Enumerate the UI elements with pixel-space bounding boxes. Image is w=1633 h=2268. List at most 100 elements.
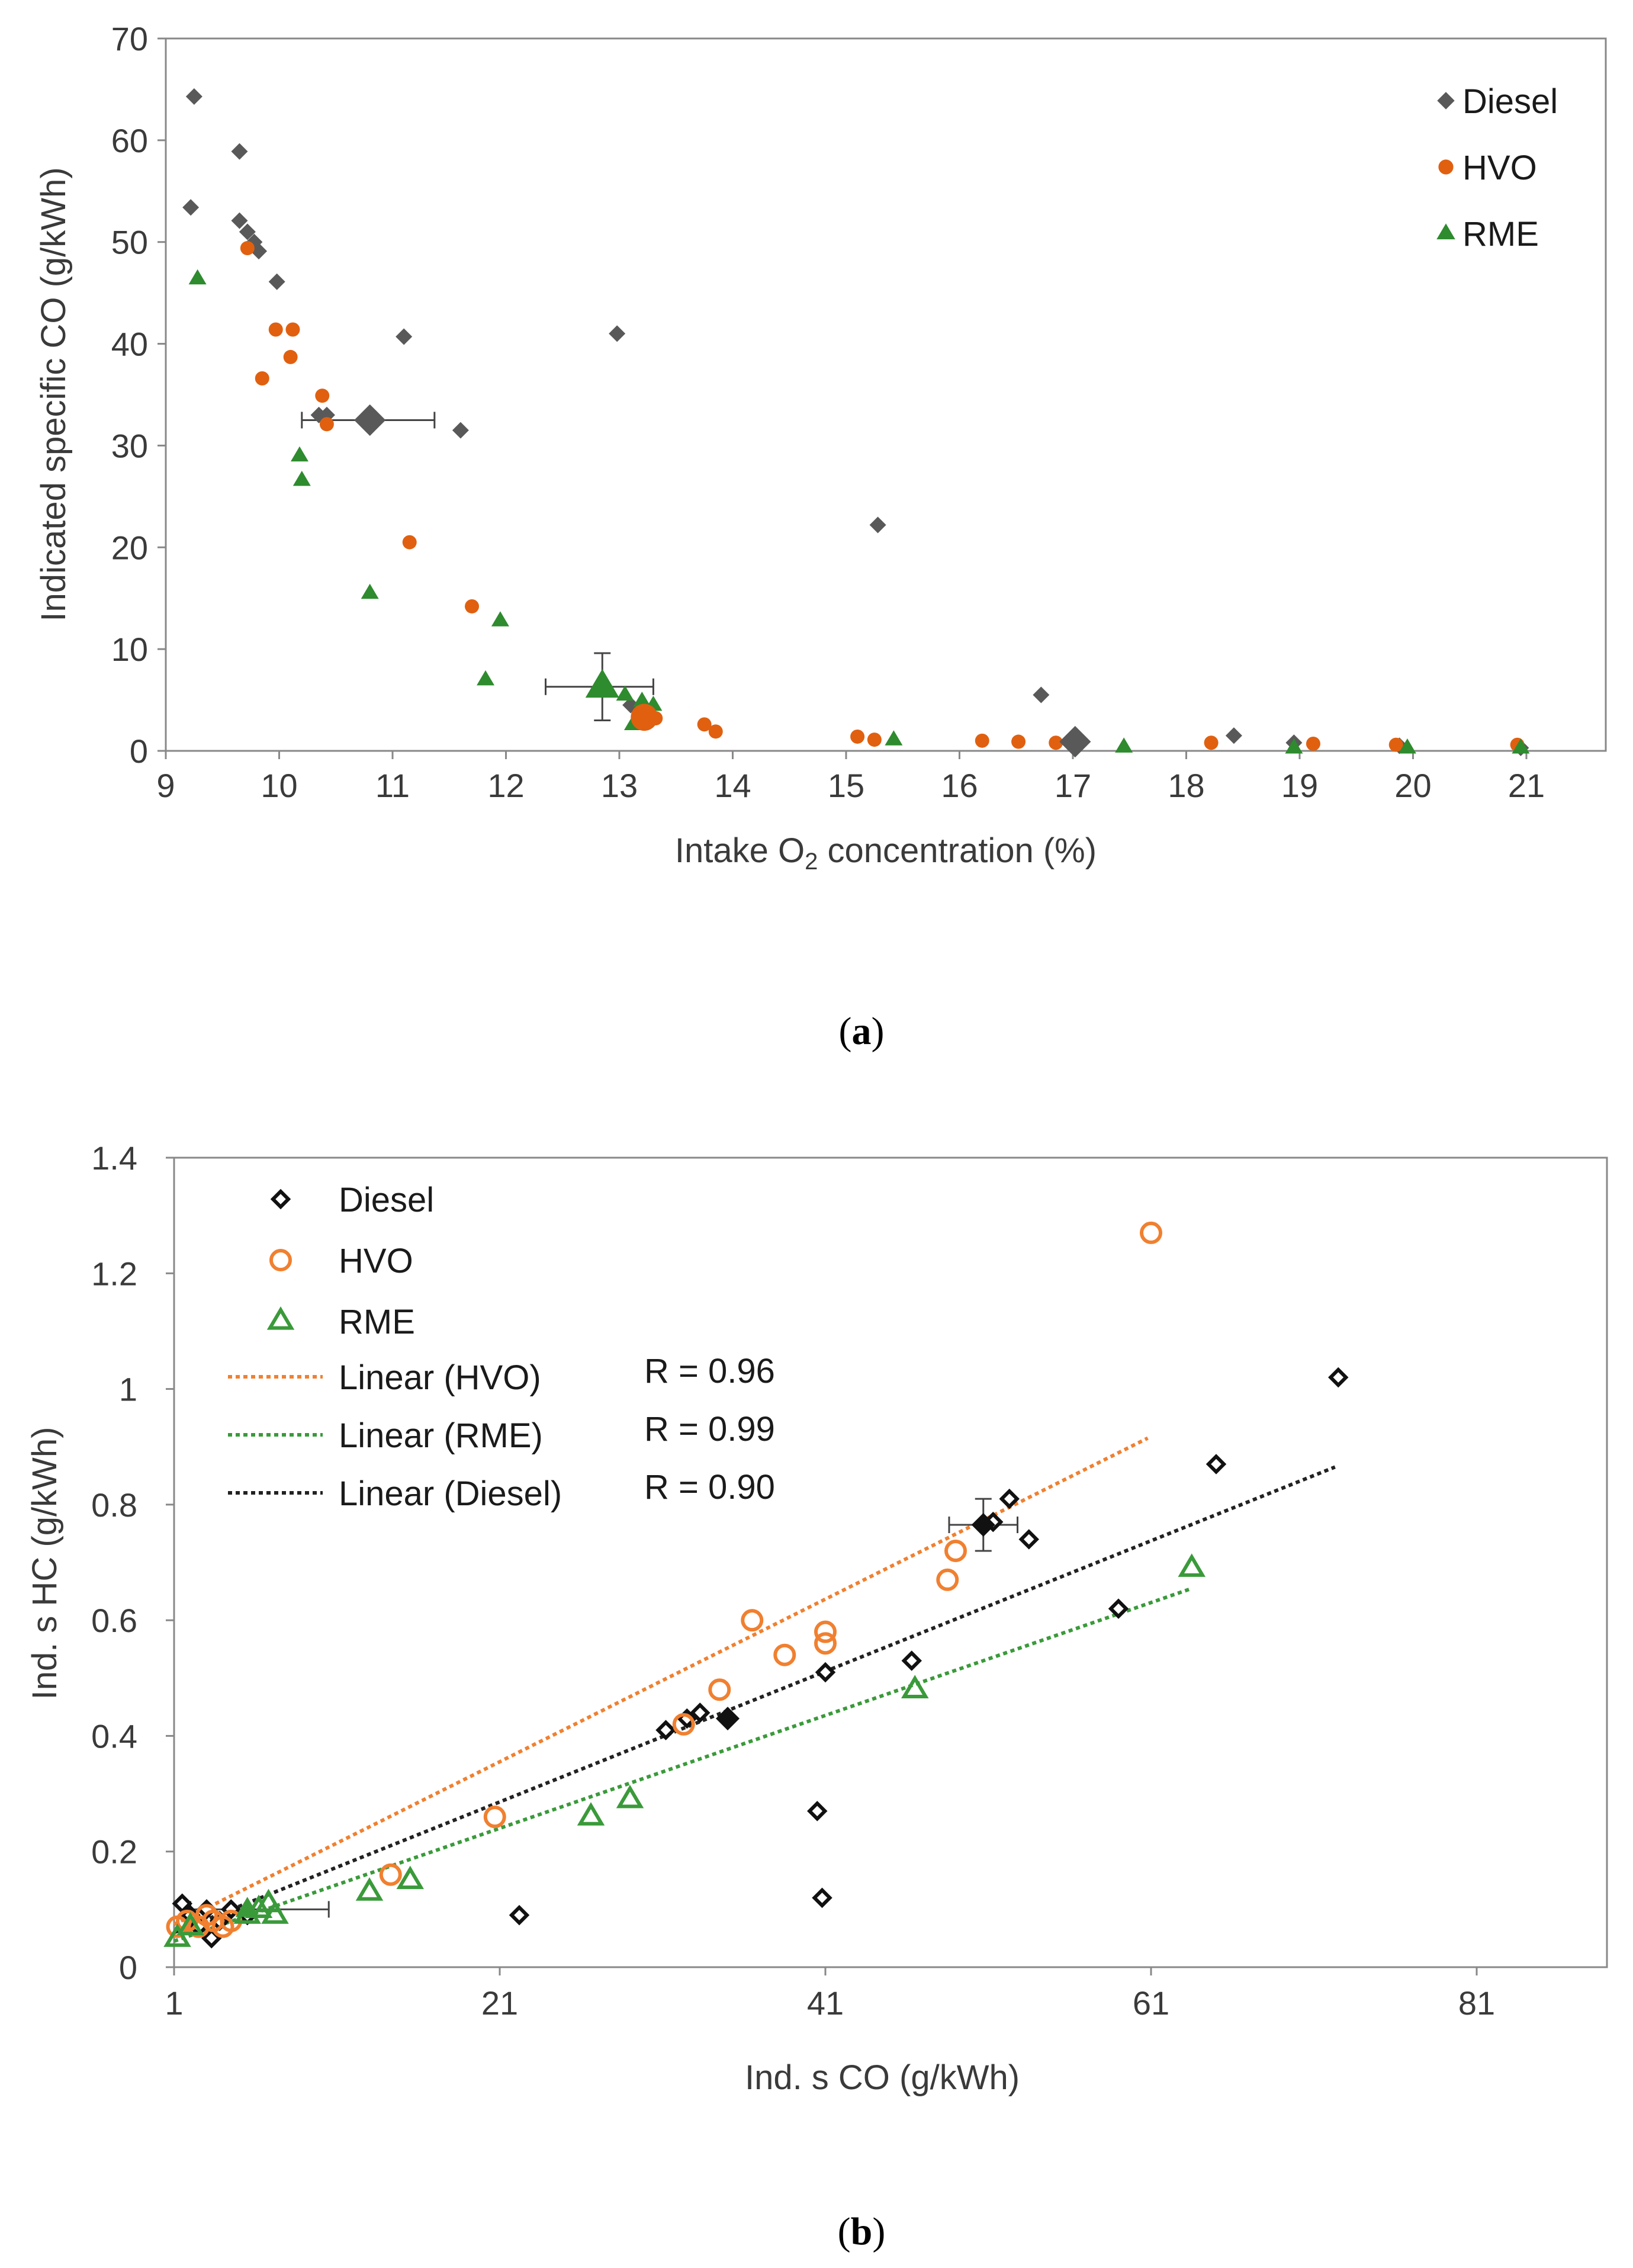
chart-b-x-tick-label: 1 bbox=[165, 1984, 183, 2022]
chart-a-point-hvo bbox=[465, 599, 480, 613]
chart-b-x-tick-label: 41 bbox=[807, 1984, 844, 2022]
chart-a-point-hvo bbox=[1204, 735, 1219, 750]
chart-b-plot-border bbox=[173, 1157, 1608, 1968]
chart-a-point-diesel bbox=[231, 143, 248, 160]
chart-a: 9 10 11 12 13 14 15 16 17 18 19 20 21 0 10 20 30 40 50 60 70… bbox=[34, 20, 1607, 1053]
chart-b-legend-marker-rme bbox=[266, 1306, 295, 1330]
chart-a-point-diesel bbox=[1033, 686, 1050, 703]
chart-b-legend-label-hvo: HVO bbox=[339, 1242, 413, 1280]
chart-a-point-rme bbox=[491, 611, 509, 627]
chart-b-point-diesel bbox=[655, 1720, 676, 1740]
chart-b-point-hvo bbox=[176, 1909, 198, 1932]
chart-a-point-rme bbox=[292, 471, 311, 486]
chart-b-point-rme bbox=[355, 1877, 384, 1901]
chart-b-point-diesel bbox=[815, 1662, 836, 1683]
chart-a-point-rme bbox=[1285, 738, 1303, 754]
chart-a-point-hvo bbox=[402, 535, 417, 550]
chart-b-point-rme bbox=[176, 1912, 204, 1936]
chart-b-x-axis-label: Ind. s CO (g/kWh) bbox=[745, 2058, 1020, 2097]
chart-a-mean-diesel bbox=[1059, 725, 1091, 758]
chart-a-point-hvo bbox=[315, 388, 330, 403]
chart-b-mean-diesel bbox=[971, 1513, 995, 1537]
chart-a-x-tick-label: 11 bbox=[375, 767, 410, 804]
chart-a-x-tick-label: 15 bbox=[828, 767, 864, 804]
chart-b-point-hvo bbox=[1140, 1221, 1162, 1244]
chart-a-point-rme bbox=[1115, 737, 1133, 753]
chart-a-point-rme bbox=[885, 730, 903, 746]
chart-a-point-rme bbox=[1398, 738, 1416, 754]
chart-a-point-hvo bbox=[1306, 736, 1320, 751]
chart-a-x-tick-label: 21 bbox=[1508, 767, 1545, 804]
chart-b-trendline bbox=[173, 1586, 1192, 1943]
chart-a-point-diesel bbox=[185, 88, 202, 105]
chart-a-point-rme bbox=[477, 670, 495, 686]
chart-b-y-tick-label: 0.2 bbox=[91, 1833, 137, 1871]
chart-a-y-axis-label: Indicated specific CO (g/kWh) bbox=[34, 167, 73, 621]
chart-b-point-diesel bbox=[807, 1801, 828, 1822]
chart-b-legend-r-value: R = 0.90 bbox=[644, 1468, 775, 1506]
chart-b-point-diesel bbox=[690, 1702, 711, 1723]
chart-a-y-tick-label: 70 bbox=[111, 20, 148, 57]
chart-a-point-diesel bbox=[231, 212, 248, 229]
chart-b-y-tick-label: 0 bbox=[119, 1949, 137, 1986]
chart-b-legend-r-value: R = 0.99 bbox=[644, 1410, 775, 1448]
chart-b-x-tick-label: 61 bbox=[1133, 1984, 1169, 2022]
chart-a-legend: Diesel HVO RME bbox=[1436, 82, 1558, 253]
chart-a-x-tick-label: 19 bbox=[1281, 767, 1318, 804]
chart-b-legend-trend-label: Linear (Diesel) bbox=[339, 1474, 562, 1513]
chart-a-mean-diesel bbox=[354, 404, 386, 436]
chart-a-y-tick-label: 30 bbox=[111, 427, 148, 464]
chart-b-mean-rme bbox=[235, 1897, 259, 1917]
chart-b-point-hvo bbox=[936, 1568, 959, 1591]
chart-b-y-axis-label: Ind. s HC (g/kWh) bbox=[25, 1427, 64, 1700]
chart-b-point-diesel bbox=[1108, 1598, 1129, 1619]
chart-a-y-tick-label: 40 bbox=[111, 326, 148, 363]
chart-a-legend-label-rme: RME bbox=[1462, 215, 1539, 253]
chart-b-point-diesel bbox=[1328, 1367, 1349, 1388]
chart-b-point-rme bbox=[396, 1865, 424, 1890]
chart-a-point-diesel bbox=[1225, 727, 1242, 744]
chart-b-x-tick-label: 21 bbox=[481, 1984, 518, 2022]
chart-a-legend-marker-rme bbox=[1436, 223, 1455, 240]
chart-a-y-tick-label: 20 bbox=[111, 529, 148, 566]
chart-a-x-tick-label: 16 bbox=[941, 767, 978, 804]
chart-b-trendline bbox=[173, 1436, 1149, 1926]
chart-b-mean-diesel bbox=[716, 1707, 740, 1731]
chart-a-legend-label-diesel: Diesel bbox=[1462, 82, 1558, 121]
chart-b-point-rme bbox=[577, 1802, 605, 1826]
chart-b-point-hvo bbox=[814, 1632, 837, 1655]
chart-b-point-hvo bbox=[814, 1620, 837, 1643]
chart-a-x-axis-label: Intake O2 concentration (%) bbox=[675, 831, 1097, 875]
chart-a-point-hvo bbox=[867, 733, 882, 747]
chart-a-y-tick-label: 60 bbox=[111, 122, 148, 159]
chart-b-point-rme bbox=[163, 1923, 191, 1947]
chart-a-point-rme bbox=[616, 685, 634, 701]
chart-a-point-rme bbox=[188, 269, 207, 285]
caption-b: (b) bbox=[838, 2210, 886, 2253]
chart-b-legend-r-value: R = 0.96 bbox=[644, 1352, 775, 1390]
chart-a-point-hvo bbox=[240, 241, 255, 256]
chart-b-legend-label-diesel: Diesel bbox=[339, 1181, 434, 1219]
chart-a-point-hvo bbox=[850, 729, 865, 744]
chart-b-legend-marker-diesel bbox=[270, 1188, 291, 1210]
chart-b-y-tick-label: 1.4 bbox=[91, 1139, 137, 1177]
chart-a-x-tick-label: 12 bbox=[487, 767, 524, 804]
chart-a-y-tick-label: 50 bbox=[111, 224, 148, 261]
chart-a-x-tick-label: 14 bbox=[714, 767, 751, 804]
chart-b-point-hvo bbox=[741, 1609, 764, 1632]
chart-a-point-hvo bbox=[1388, 737, 1403, 752]
chart-a-point-rme bbox=[361, 583, 379, 599]
chart-a-x-tick-label: 9 bbox=[156, 767, 175, 804]
chart-b-point-hvo bbox=[483, 1806, 506, 1829]
chart-a-point-rme bbox=[290, 446, 308, 462]
chart-b-point-rme bbox=[901, 1675, 929, 1698]
chart-b-point-hvo bbox=[944, 1539, 967, 1562]
chart-b-point-diesel bbox=[999, 1488, 1020, 1509]
chart-b-y-tick-label: 0.8 bbox=[91, 1486, 137, 1524]
chart-a-point-hvo bbox=[975, 733, 989, 748]
chart-a-point-hvo bbox=[319, 417, 334, 432]
chart-b-point-rme bbox=[616, 1784, 644, 1808]
chart-a-point-diesel bbox=[250, 243, 268, 260]
chart-a-point-diesel bbox=[869, 516, 886, 534]
chart-a-point-hvo bbox=[1049, 735, 1063, 750]
